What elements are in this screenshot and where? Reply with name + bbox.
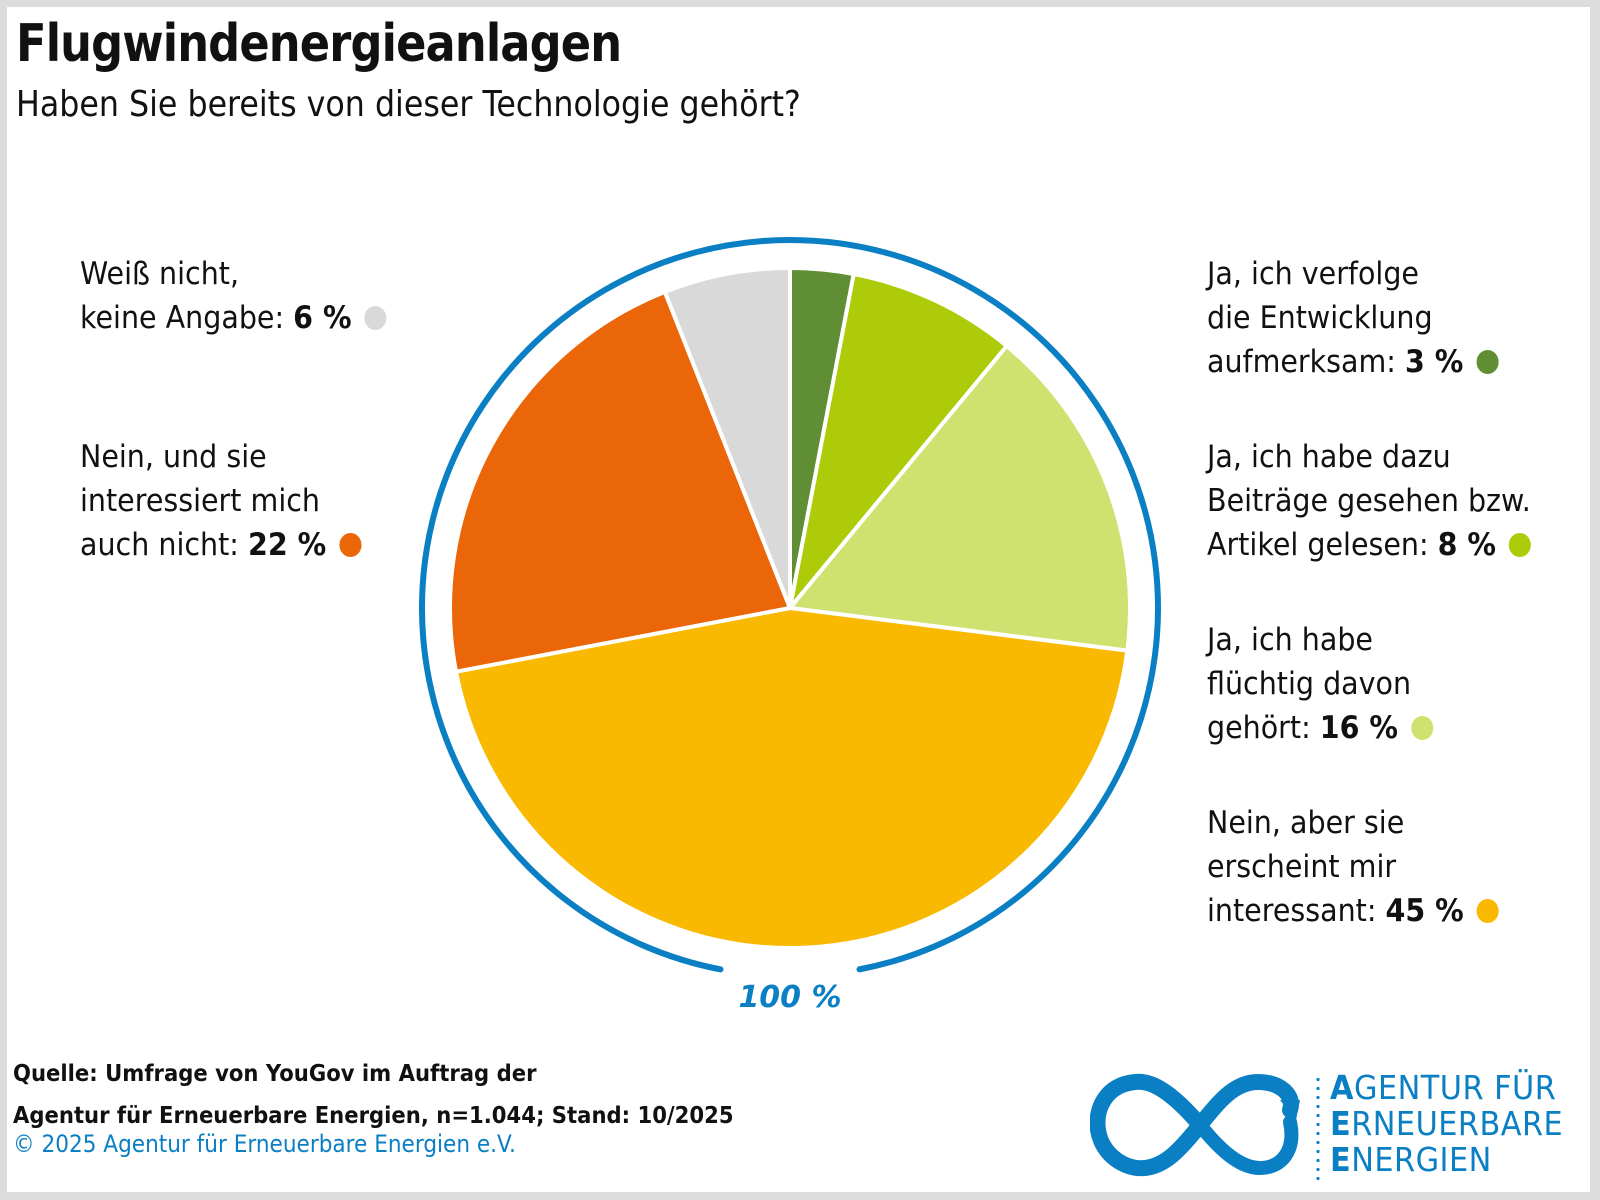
value-label: 16 % bbox=[1319, 710, 1398, 746]
value-label: 22 % bbox=[248, 527, 327, 563]
copyright: © 2025 Agentur für Erneuerbare Energien … bbox=[13, 1130, 516, 1158]
value-label: 3 % bbox=[1404, 344, 1464, 380]
chart-subtitle: Haben Sie bereits von dieser Technologie… bbox=[16, 84, 801, 125]
chart-title: Flugwindenergieanlagen bbox=[16, 14, 622, 74]
organization-name: AGENTUR FÜR ERNEUERBARE ENERGIEN bbox=[1330, 1068, 1564, 1179]
source-note: Quelle: Umfrage von YouGov im Auftrag de… bbox=[13, 1061, 734, 1129]
legend-dot bbox=[339, 533, 362, 557]
pie-slice bbox=[448, 289, 792, 674]
value-label: 45 % bbox=[1385, 893, 1464, 929]
pie-slice bbox=[788, 344, 1132, 653]
slice-label-no-not-interested: Nein, und sie interessiert mich auch nic… bbox=[80, 435, 362, 567]
slice-label-follow-closely: Ja, ich verfolge die Entwicklung aufmerk… bbox=[1207, 252, 1499, 384]
legend-dot bbox=[1410, 716, 1433, 740]
slice-label-dont-know: Weiß nicht, keine Angabe: 6 % bbox=[80, 252, 387, 340]
legend-dot bbox=[364, 306, 387, 330]
pie-slice bbox=[662, 266, 792, 610]
legend-dot bbox=[1476, 350, 1499, 374]
value-label: 8 % bbox=[1437, 527, 1497, 563]
value-label: 6 % bbox=[293, 300, 352, 336]
pie-slice bbox=[788, 272, 1009, 610]
logo-divider bbox=[1316, 1075, 1320, 1185]
slice-label-seen-articles: Ja, ich habe dazu Beiträge gesehen bzw. … bbox=[1207, 439, 1531, 563]
legend-dot bbox=[1476, 899, 1499, 923]
pie-slices bbox=[448, 266, 1132, 950]
total-label: 100 % bbox=[738, 980, 841, 1015]
legend-dot bbox=[1508, 533, 1531, 557]
slice-label-heard-briefly: Ja, ich habe flüchtig davon gehört: 16 % bbox=[1207, 618, 1433, 750]
pie-slice bbox=[454, 606, 1130, 950]
total-ring bbox=[419, 237, 1161, 973]
slice-label-no-but-interesting: Nein, aber sie erscheint mir interessant… bbox=[1207, 801, 1499, 933]
infinity-logo-icon bbox=[1090, 1073, 1300, 1177]
